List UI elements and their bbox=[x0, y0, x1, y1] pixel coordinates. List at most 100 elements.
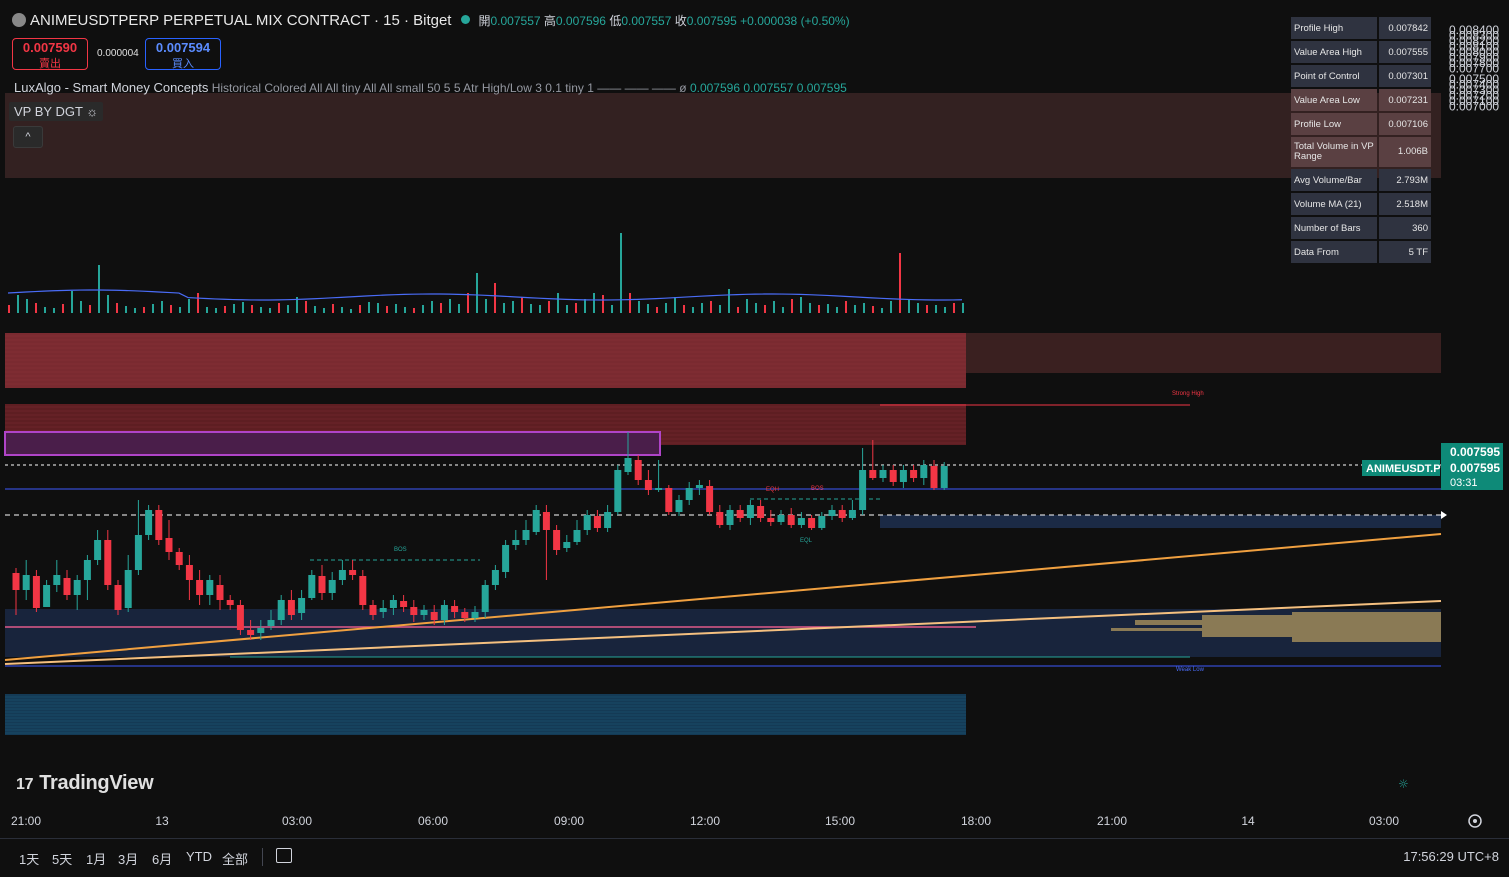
candle bbox=[420, 610, 428, 615]
time-axis-label: 06:00 bbox=[418, 814, 448, 828]
candle bbox=[879, 470, 887, 478]
candle bbox=[838, 510, 846, 518]
volume-bar bbox=[152, 304, 154, 313]
candle bbox=[124, 570, 132, 608]
candle bbox=[502, 545, 510, 572]
range-button[interactable]: YTD bbox=[186, 849, 212, 864]
range-button[interactable]: 5天 bbox=[52, 852, 73, 867]
candle bbox=[328, 580, 336, 593]
candle bbox=[573, 530, 581, 542]
indicator-params: Historical Colored All All tiny All All … bbox=[211, 81, 594, 95]
range-button[interactable]: 6月 bbox=[152, 852, 173, 867]
candle bbox=[73, 580, 81, 595]
volume-bar bbox=[764, 305, 766, 313]
indicator-legend[interactable]: LuxAlgo - Smart Money Concepts Historica… bbox=[14, 80, 847, 95]
range-button[interactable]: 3月 bbox=[118, 852, 139, 867]
candle bbox=[899, 470, 907, 482]
candle bbox=[614, 470, 622, 512]
candle bbox=[308, 575, 316, 598]
buy-button[interactable]: 0.007594 買入 bbox=[145, 38, 221, 70]
vp-row-label: Profile Low bbox=[1291, 113, 1377, 135]
weak-low-label: Weak Low bbox=[1176, 667, 1205, 673]
price-axis-label: 0.007400 bbox=[1449, 78, 1499, 92]
calendar-icon[interactable] bbox=[276, 848, 292, 863]
candle bbox=[471, 612, 479, 618]
volume-bar bbox=[242, 302, 244, 313]
strong-high-label: Strong High bbox=[1172, 391, 1204, 397]
volume-bar bbox=[296, 297, 298, 313]
clock[interactable]: 17:56:29 UTC+8 bbox=[1403, 849, 1499, 864]
volume-bar bbox=[26, 299, 28, 313]
candle bbox=[236, 605, 244, 630]
range-button[interactable]: 全部 bbox=[222, 852, 249, 867]
volume-bar bbox=[863, 303, 865, 313]
candle bbox=[644, 480, 652, 490]
time-axis-label: 12:00 bbox=[690, 814, 720, 828]
bid-marker bbox=[1441, 511, 1447, 519]
candle bbox=[451, 606, 459, 612]
price-tag-green bbox=[1441, 443, 1503, 490]
candle bbox=[828, 510, 836, 516]
volume-bar bbox=[962, 303, 964, 313]
symbol-header[interactable]: ANIMEUSDTPERP PERPETUAL MIX CONTRACT · 1… bbox=[12, 12, 850, 29]
volume-bar bbox=[404, 307, 406, 313]
volume-bar bbox=[908, 299, 910, 313]
volume-bar bbox=[629, 293, 631, 313]
bearish-zone-extension bbox=[966, 333, 1441, 373]
candle bbox=[145, 510, 153, 535]
vp-row-value: 2.793M bbox=[1379, 169, 1431, 191]
volume-bar bbox=[395, 304, 397, 313]
candle bbox=[910, 470, 918, 478]
vp-label-text: VP BY DGT bbox=[14, 104, 83, 119]
candle bbox=[440, 605, 448, 620]
volume-bar bbox=[107, 295, 109, 313]
volume-bar bbox=[44, 307, 46, 313]
volume-bar bbox=[512, 301, 514, 313]
candle bbox=[196, 580, 204, 595]
sell-button[interactable]: 0.007590 賣出 bbox=[12, 38, 88, 70]
range-button[interactable]: 1月 bbox=[86, 852, 107, 867]
price-axis-label: 0.008300 bbox=[1449, 28, 1499, 42]
indicator-value-1: 0.007596 bbox=[689, 81, 741, 95]
candle bbox=[216, 585, 224, 600]
vp-indicator-label[interactable]: VP BY DGT ☼ bbox=[9, 102, 104, 121]
vp-row-value: 0.007842 bbox=[1379, 17, 1431, 39]
time-axis-label: 15:00 bbox=[825, 814, 855, 828]
trendline-1 bbox=[4, 533, 1442, 661]
time-axis-label: 03:00 bbox=[282, 814, 312, 828]
volume-bar bbox=[611, 305, 613, 313]
candle bbox=[287, 600, 295, 615]
volume-bar bbox=[305, 301, 307, 313]
volume-bar bbox=[746, 299, 748, 313]
volume-bar bbox=[809, 303, 811, 313]
volume-bar bbox=[476, 273, 478, 313]
eqh-label: EQH bbox=[766, 487, 779, 493]
volume-bar bbox=[800, 297, 802, 313]
vp-row: Value Area Low 0.007231 bbox=[1291, 89, 1431, 111]
candle bbox=[410, 607, 418, 615]
volume-bar bbox=[926, 305, 928, 313]
candle bbox=[155, 510, 163, 540]
price-axis-label: 0.007900 bbox=[1449, 50, 1499, 64]
symbol-logo-icon bbox=[12, 13, 26, 27]
candle bbox=[655, 488, 663, 490]
vp-row-label: Profile High bbox=[1291, 17, 1377, 39]
bos-label-2: BOS bbox=[811, 486, 824, 492]
volume-bar bbox=[656, 307, 658, 313]
candle bbox=[226, 600, 234, 605]
vp-row-label: Value Area High bbox=[1291, 41, 1377, 63]
range-button[interactable]: 1天 bbox=[19, 852, 40, 867]
volume-bar bbox=[836, 307, 838, 313]
volume-bar bbox=[17, 295, 19, 313]
volume-bar bbox=[737, 307, 739, 313]
collapse-legend-button[interactable]: ^ bbox=[13, 126, 43, 148]
volume-bar bbox=[485, 299, 487, 313]
indicator-value-2: 0.007557 bbox=[743, 81, 794, 95]
volume-bar bbox=[647, 304, 649, 313]
price-axis-label: 0.007000 bbox=[1449, 100, 1499, 114]
price-axis-label: 0.008100 bbox=[1449, 39, 1499, 53]
volume-bar bbox=[710, 301, 712, 313]
time-axis-label: 03:00 bbox=[1369, 814, 1399, 828]
bearish-order-block bbox=[5, 333, 966, 388]
